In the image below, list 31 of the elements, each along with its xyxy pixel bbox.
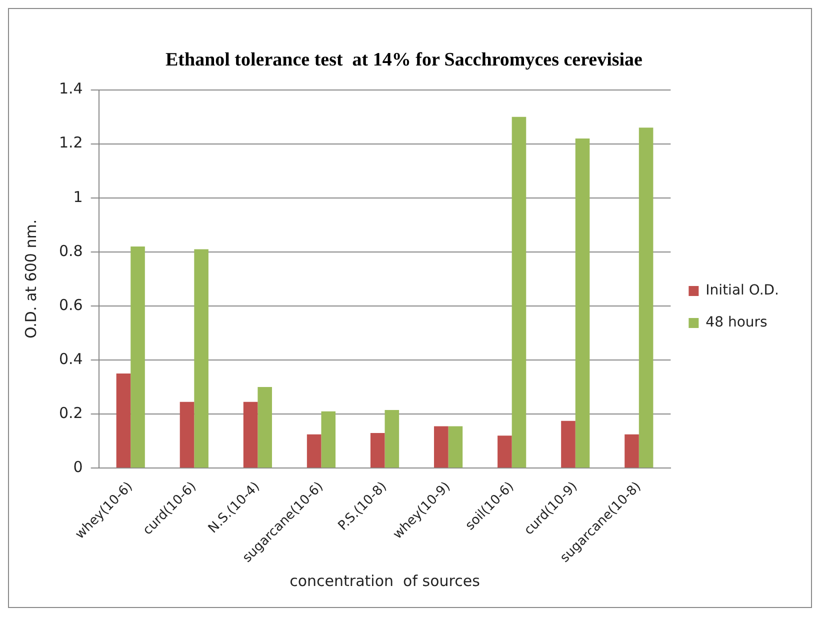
legend-label: Initial O.D.: [706, 282, 780, 299]
bar: [384, 410, 400, 468]
bar: [575, 138, 590, 468]
bar: [180, 402, 194, 468]
bar: [130, 246, 145, 468]
y-tick-label: 0: [73, 458, 83, 476]
y-tick-label: 0.6: [58, 296, 83, 314]
bar: [638, 128, 654, 468]
y-tick-label: 1.4: [58, 80, 83, 98]
bar: [306, 434, 322, 468]
chart-title: Ethanol tolerance test at 14% for Sacchromyces cerevisiae: [166, 49, 642, 70]
bar: [434, 426, 448, 468]
y-tick-label: 1.2: [58, 134, 83, 152]
bar: [194, 249, 208, 468]
y-axis-title: O.D. at 600 nm.: [22, 219, 40, 339]
bar: [321, 411, 336, 468]
bar: [624, 434, 639, 468]
bar: [116, 374, 131, 468]
bar: [370, 432, 385, 468]
y-tick-label: 1: [73, 188, 83, 206]
legend-label: 48 hours: [706, 314, 768, 331]
bar: [258, 387, 272, 468]
x-axis-title: concentration of sources: [290, 572, 480, 590]
bar: [512, 116, 526, 468]
y-tick-label: 0.2: [58, 404, 83, 422]
bar: [243, 402, 258, 468]
y-tick-label: 0.4: [58, 350, 83, 368]
bar: [448, 426, 463, 468]
y-tick-label: 0.8: [58, 242, 83, 260]
bar: [498, 436, 512, 468]
bar: [561, 420, 576, 468]
